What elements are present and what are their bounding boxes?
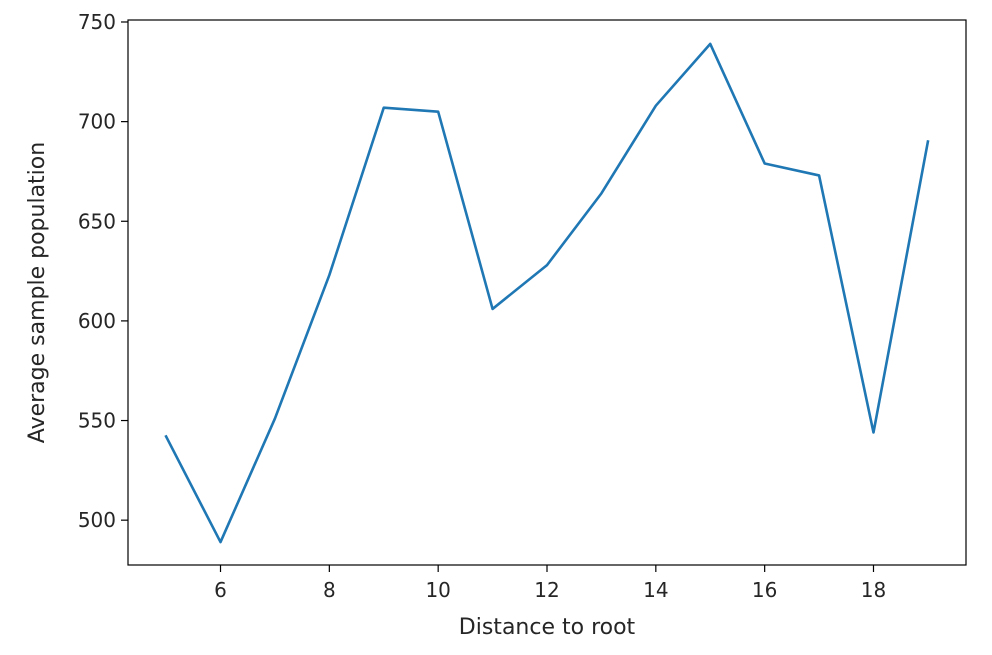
y-axis-ticks: 500 550 600 650 700 750 [78, 10, 128, 532]
x-tick-label: 8 [323, 578, 336, 602]
y-tick-label: 750 [78, 10, 116, 34]
x-axis-title: Distance to root [459, 615, 636, 640]
x-tick-label: 16 [752, 578, 777, 602]
x-tick-label: 6 [214, 578, 227, 602]
x-tick-label: 12 [534, 578, 559, 602]
y-tick-label: 650 [78, 209, 116, 233]
x-axis-ticks: 6 8 10 12 14 16 18 [214, 565, 886, 602]
x-tick-label: 14 [643, 578, 668, 602]
x-tick-label: 18 [861, 578, 886, 602]
series-layer [164, 42, 930, 544]
y-tick-label: 550 [78, 409, 116, 433]
y-tick-label: 700 [78, 110, 116, 134]
plot-area-frame [127, 19, 967, 566]
y-axis-title: Average sample population [25, 142, 50, 443]
y-tick-label: 500 [78, 508, 116, 532]
x-tick-label: 10 [425, 578, 450, 602]
y-tick-label: 600 [78, 309, 116, 333]
series-line-0 [164, 42, 930, 544]
